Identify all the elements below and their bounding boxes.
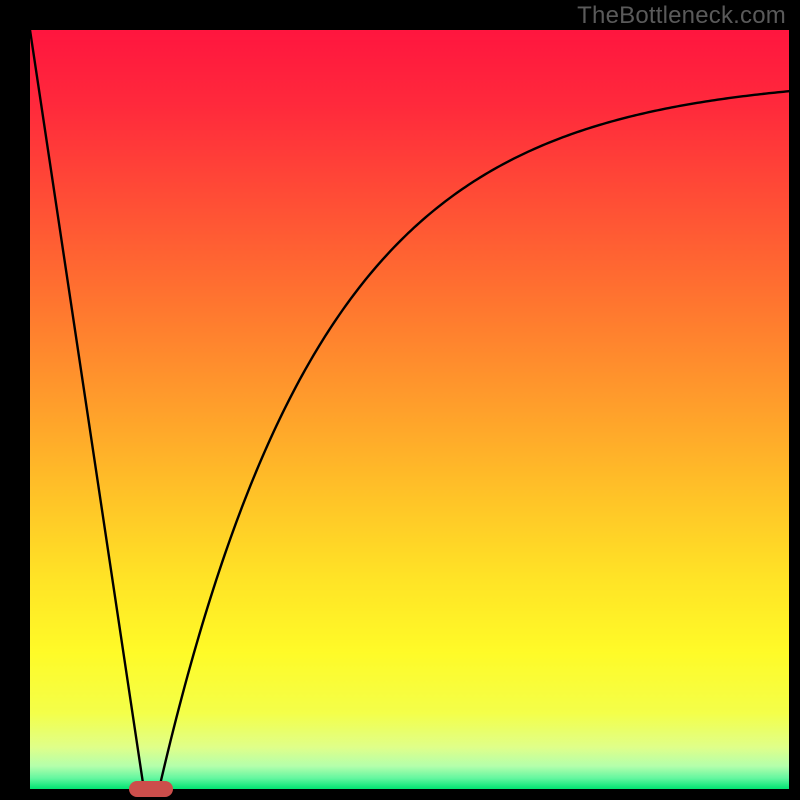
left-line: [30, 30, 144, 789]
curve-overlay: [0, 0, 800, 800]
chart-frame: TheBottleneck.com: [0, 0, 800, 800]
right-curve: [159, 91, 789, 789]
optimal-marker: [129, 781, 173, 797]
watermark-text: TheBottleneck.com: [577, 2, 786, 30]
